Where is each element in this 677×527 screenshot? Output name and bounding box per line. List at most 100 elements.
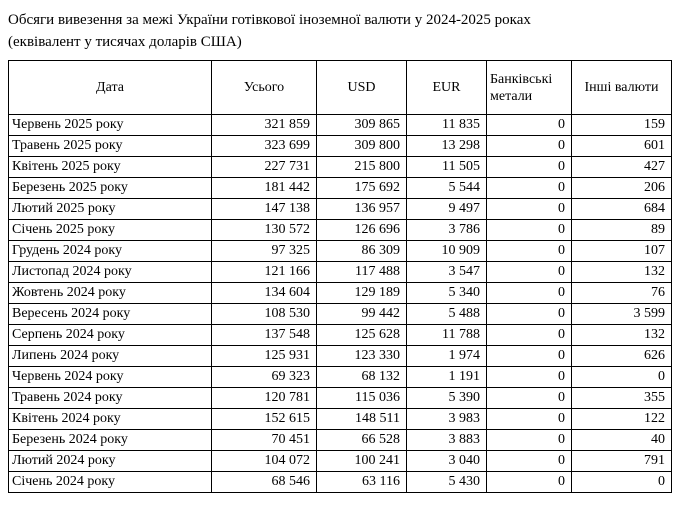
document-page: Обсяги вивезення за межі України готівко… — [8, 12, 672, 493]
date-cell: Червень 2024 року — [8, 366, 212, 388]
date-cell: Червень 2025 року — [8, 114, 212, 136]
value-cell-eur: 3 883 — [406, 429, 487, 451]
value-cell-usogo: 68 546 — [211, 471, 317, 493]
value-cell-usd: 309 865 — [316, 114, 407, 136]
value-cell-eur: 1 974 — [406, 345, 487, 367]
page-title-line-2: (еквівалент у тисячах доларів США) — [8, 34, 242, 50]
value-cell-usogo: 120 781 — [211, 387, 317, 409]
value-cell-bankivski-metaly: 0 — [486, 366, 572, 388]
value-cell-eur: 10 909 — [406, 240, 487, 262]
value-cell-bankivski-metaly: 0 — [486, 471, 572, 493]
value-cell-usogo: 97 325 — [211, 240, 317, 262]
table-row: Травень 2025 року 323 699 309 800 13 298 0 60… — [8, 135, 672, 157]
value-cell-inshi-valiuty: 107 — [571, 240, 672, 262]
value-cell-bankivski-metaly: 0 — [486, 303, 572, 325]
table-row: Липень 2024 року 125 931 123 330 1 974 0 626 — [8, 345, 672, 367]
value-cell-usogo: 227 731 — [211, 156, 317, 178]
table-row: Лютий 2024 року 104 072 100 241 3 040 0 791 — [8, 450, 672, 472]
page-title-line-1: Обсяги вивезення за межі України готівко… — [8, 12, 531, 28]
column-header-eur: EUR — [406, 60, 487, 115]
value-cell-bankivski-metaly: 0 — [486, 408, 572, 430]
date-cell: Травень 2025 року — [8, 135, 212, 157]
table-row: Серпень 2024 року 137 548 125 628 11 788 0 13… — [8, 324, 672, 346]
value-cell-eur: 11 505 — [406, 156, 487, 178]
value-cell-inshi-valiuty: 427 — [571, 156, 672, 178]
value-cell-bankivski-metaly: 0 — [486, 282, 572, 304]
value-cell-usogo: 108 530 — [211, 303, 317, 325]
table-row: Квітень 2025 року 227 731 215 800 11 505 0 42… — [8, 156, 672, 178]
value-cell-bankivski-metaly: 0 — [486, 156, 572, 178]
value-cell-inshi-valiuty: 791 — [571, 450, 672, 472]
value-cell-usogo: 321 859 — [211, 114, 317, 136]
value-cell-usogo: 323 699 — [211, 135, 317, 157]
value-cell-inshi-valiuty: 40 — [571, 429, 672, 451]
value-cell-inshi-valiuty: 601 — [571, 135, 672, 157]
value-cell-usd: 123 330 — [316, 345, 407, 367]
value-cell-usd: 126 696 — [316, 219, 407, 241]
value-cell-inshi-valiuty: 0 — [571, 471, 672, 493]
value-cell-eur: 1 191 — [406, 366, 487, 388]
table-row: Травень 2024 року 120 781 115 036 5 390 0 355 — [8, 387, 672, 409]
value-cell-usogo: 152 615 — [211, 408, 317, 430]
value-cell-eur: 11 835 — [406, 114, 487, 136]
value-cell-usogo: 130 572 — [211, 219, 317, 241]
table-row: Жовтень 2024 року 134 604 129 189 5 340 0 76 — [8, 282, 672, 304]
date-cell: Жовтень 2024 року — [8, 282, 212, 304]
value-cell-inshi-valiuty: 122 — [571, 408, 672, 430]
value-cell-usd: 309 800 — [316, 135, 407, 157]
value-cell-usogo: 125 931 — [211, 345, 317, 367]
value-cell-usogo: 121 166 — [211, 261, 317, 283]
value-cell-inshi-valiuty: 132 — [571, 261, 672, 283]
date-cell: Лютий 2024 року — [8, 450, 212, 472]
value-cell-eur: 3 547 — [406, 261, 487, 283]
column-header-usd: USD — [316, 60, 407, 115]
value-cell-eur: 5 430 — [406, 471, 487, 493]
value-cell-inshi-valiuty: 684 — [571, 198, 672, 220]
column-header-usogo: Усього — [211, 60, 317, 115]
date-cell: Листопад 2024 року — [8, 261, 212, 283]
table-header-row: Дата Усього USD EUR Банківські метали Інші ва… — [8, 60, 672, 115]
table-row: Лютий 2025 року 147 138 136 957 9 497 0 684 — [8, 198, 672, 220]
value-cell-bankivski-metaly: 0 — [486, 198, 572, 220]
value-cell-eur: 9 497 — [406, 198, 487, 220]
value-cell-bankivski-metaly: 0 — [486, 240, 572, 262]
value-cell-inshi-valiuty: 159 — [571, 114, 672, 136]
value-cell-inshi-valiuty: 132 — [571, 324, 672, 346]
table-row: Листопад 2024 року 121 166 117 488 3 547 0 13… — [8, 261, 672, 283]
value-cell-bankivski-metaly: 0 — [486, 219, 572, 241]
date-cell: Травень 2024 року — [8, 387, 212, 409]
value-cell-bankivski-metaly: 0 — [486, 135, 572, 157]
date-cell: Січень 2024 року — [8, 471, 212, 493]
date-cell: Квітень 2024 року — [8, 408, 212, 430]
table-row: Січень 2025 року 130 572 126 696 3 786 0 89 — [8, 219, 672, 241]
table-row: Вересень 2024 року 108 530 99 442 5 488 0 3 5… — [8, 303, 672, 325]
value-cell-eur: 3 040 — [406, 450, 487, 472]
value-cell-inshi-valiuty: 0 — [571, 366, 672, 388]
value-cell-eur: 5 488 — [406, 303, 487, 325]
date-cell: Січень 2025 року — [8, 219, 212, 241]
table-row: Квітень 2024 року 152 615 148 511 3 983 0 122 — [8, 408, 672, 430]
date-cell: Лютий 2025 року — [8, 198, 212, 220]
table-row: Червень 2025 року 321 859 309 865 11 835 0 15… — [8, 114, 672, 136]
value-cell-inshi-valiuty: 76 — [571, 282, 672, 304]
value-cell-usd: 68 132 — [316, 366, 407, 388]
value-cell-usd: 100 241 — [316, 450, 407, 472]
value-cell-usd: 86 309 — [316, 240, 407, 262]
currency-export-table: Дата Усього USD EUR Банківські метали Інші ва… — [8, 60, 672, 493]
value-cell-usd: 175 692 — [316, 177, 407, 199]
date-cell: Вересень 2024 року — [8, 303, 212, 325]
value-cell-usd: 117 488 — [316, 261, 407, 283]
table-row: Березень 2024 року 70 451 66 528 3 883 0 40 — [8, 429, 672, 451]
value-cell-eur: 3 983 — [406, 408, 487, 430]
column-header-data: Дата — [8, 60, 212, 115]
value-cell-inshi-valiuty: 3 599 — [571, 303, 672, 325]
column-header-bankivski-metaly: Банківські метали — [486, 60, 572, 115]
value-cell-eur: 5 390 — [406, 387, 487, 409]
value-cell-inshi-valiuty: 206 — [571, 177, 672, 199]
value-cell-eur: 11 788 — [406, 324, 487, 346]
value-cell-inshi-valiuty: 355 — [571, 387, 672, 409]
date-cell: Грудень 2024 року — [8, 240, 212, 262]
value-cell-bankivski-metaly: 0 — [486, 324, 572, 346]
column-header-inshi-valiuty: Інші валюти — [571, 60, 672, 115]
date-cell: Березень 2025 року — [8, 177, 212, 199]
